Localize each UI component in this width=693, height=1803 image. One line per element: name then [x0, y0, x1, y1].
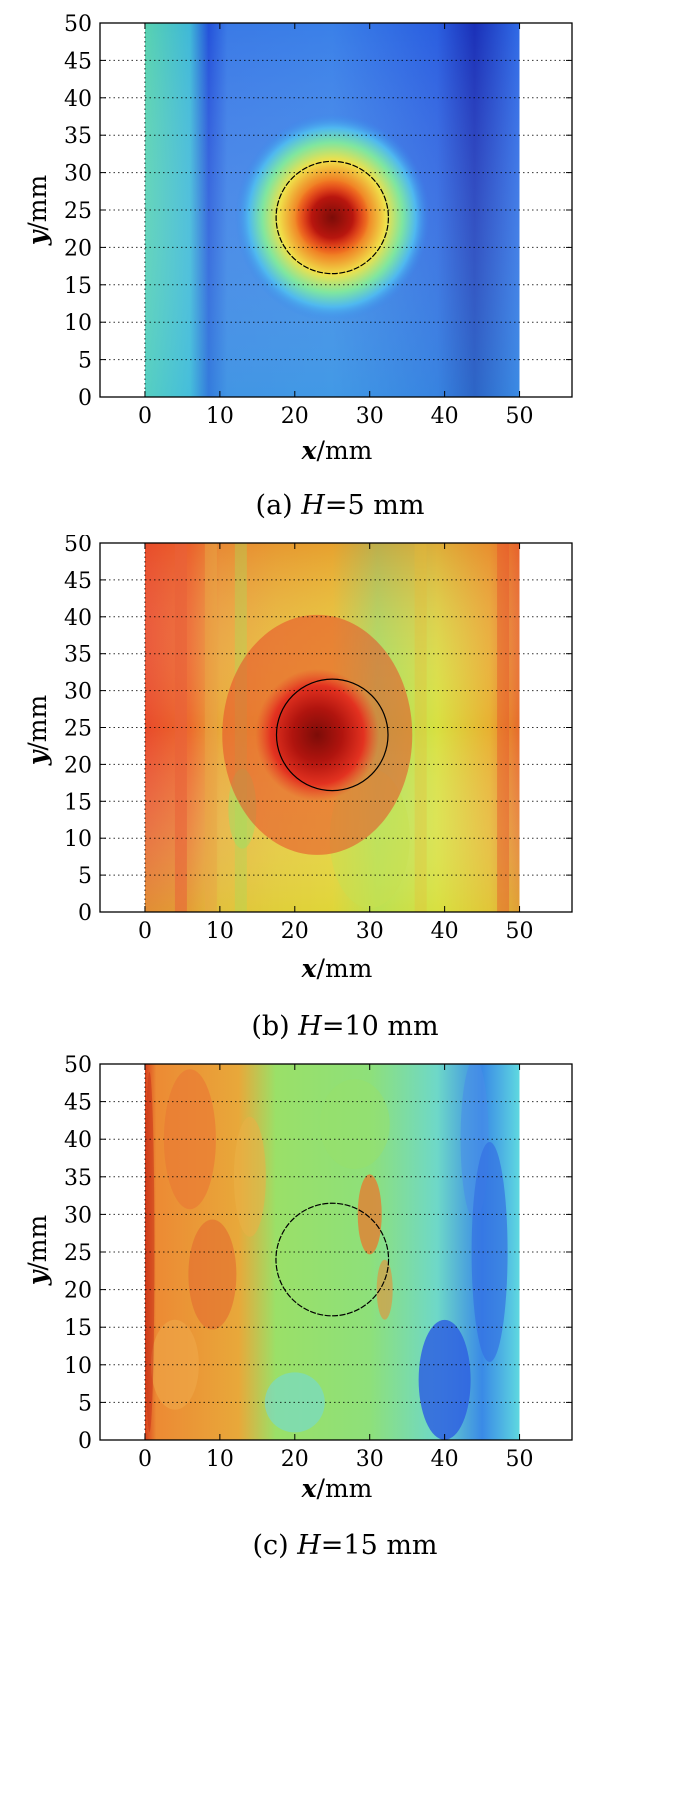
y-tick-label: 20 [64, 753, 92, 778]
heat-patch [418, 1319, 471, 1440]
x-tick-label: 0 [138, 919, 152, 944]
heat-patch [471, 1142, 508, 1362]
y-tick-label: 40 [64, 87, 92, 112]
heat-field-c [144, 1064, 520, 1440]
y-tick-label: 40 [64, 606, 92, 631]
y-axis-label-b: y/mm [23, 695, 52, 767]
heat-field-b [144, 543, 520, 912]
y-tick-label: 30 [64, 680, 92, 705]
x-tick-label: 0 [138, 1447, 152, 1472]
x-tick-label: 10 [206, 919, 234, 944]
y-tick-label: 25 [64, 717, 92, 742]
y-tick-label: 45 [64, 1091, 92, 1116]
heatmap-chart-a: 0 5 10 15 20 25 30 35 40 45 50 0 10 20 30 40 50 x/mm y/m… [23, 12, 573, 521]
y-tick-label: 50 [64, 1055, 92, 1078]
y-tick-label: 10 [64, 1354, 92, 1379]
x-tick-label: 10 [206, 1447, 234, 1472]
y-tick-label: 35 [64, 124, 92, 149]
heat-field-a [144, 23, 520, 397]
defect-circle-c [275, 1202, 390, 1317]
panel-a: 0 5 10 15 20 25 30 35 40 45 50 0 10 20 30 40 50 x/mm y/m… [0, 0, 693, 575]
x-axis-label-c: x/mm [301, 1474, 373, 1503]
y-tick-label: 5 [78, 864, 92, 889]
x-tick-label: 50 [506, 404, 534, 429]
y-tick-label: 30 [64, 1203, 92, 1228]
caption-b: (b) H=10 mm [251, 1011, 438, 1042]
heatmap-chart-b: 0 5 10 15 20 25 30 35 40 45 50 0 10 20 30 40 50 x/mm y/m… [23, 532, 573, 1042]
y-tick-label: 5 [78, 349, 92, 374]
x-tick-label: 30 [356, 919, 384, 944]
x-tick-label: 20 [281, 919, 309, 944]
x-axis-label-a: x/mm [301, 436, 373, 465]
x-tick-label: 0 [138, 404, 152, 429]
y-tick-label: 0 [78, 1429, 92, 1454]
x-tick-label: 20 [281, 1447, 309, 1472]
grid-a [100, 23, 572, 397]
panel-c: 0 5 10 15 20 25 30 35 40 45 50 0 10 20 30 40 50 x/mm y/m… [0, 1053, 693, 1799]
y-axis-label-c: y/mm [23, 1215, 52, 1287]
y-tick-label: 35 [64, 1166, 92, 1191]
y-tick-label: 15 [64, 1316, 92, 1341]
y-tick-label: 45 [64, 49, 92, 74]
x-tick-label: 50 [506, 919, 534, 944]
defect-circle-a [275, 160, 389, 275]
x-tick-label: 30 [356, 404, 384, 429]
grid-b [100, 543, 572, 912]
ticks-c: 0 5 10 15 20 25 30 35 40 45 50 0 10 20 30 40 50 [64, 1053, 572, 1472]
y-axis-label-a: y/mm [23, 175, 52, 247]
y-tick-label: 10 [64, 311, 92, 336]
heat-streak [174, 543, 187, 912]
y-tick-label: 5 [78, 1391, 92, 1416]
x-tick-label: 40 [431, 404, 459, 429]
x-tick-label: 20 [281, 404, 309, 429]
x-tick-label: 40 [431, 919, 459, 944]
x-tick-label: 10 [206, 404, 234, 429]
caption-a: (a) H=5 mm [256, 490, 425, 521]
caption-c: (c) H=15 mm [252, 1530, 437, 1561]
heat-patch [163, 1069, 216, 1210]
y-tick-label: 15 [64, 274, 92, 299]
y-tick-label: 45 [64, 569, 92, 594]
y-tick-label: 25 [64, 199, 92, 224]
y-tick-label: 0 [78, 386, 92, 411]
y-tick-label: 0 [78, 901, 92, 926]
heatmap-chart-c: 0 5 10 15 20 25 30 35 40 45 50 0 10 20 30 40 50 x/mm y/m… [23, 1053, 573, 1561]
y-tick-label: 40 [64, 1128, 92, 1153]
hotspot-core [255, 668, 380, 801]
x-axis-label-b: x/mm [301, 954, 373, 983]
heat-patch [357, 1174, 382, 1255]
y-tick-label: 50 [64, 535, 92, 557]
x-tick-label: 30 [356, 1447, 384, 1472]
y-tick-label: 50 [64, 12, 92, 37]
hotspot-core [294, 180, 370, 255]
heat-patch [319, 1079, 390, 1170]
y-tick-label: 25 [64, 1241, 92, 1266]
heat-patch [150, 1319, 199, 1410]
x-tick-label: 40 [431, 1447, 459, 1472]
y-tick-label: 20 [64, 236, 92, 261]
ticks-a: 0 5 10 15 20 25 30 35 40 45 50 0 10 20 30 40 50 [64, 12, 572, 429]
y-tick-label: 30 [64, 162, 92, 187]
heat-streak [497, 543, 510, 912]
x-tick-label: 50 [506, 1447, 534, 1472]
y-tick-label: 15 [64, 790, 92, 815]
panel-b: 0 5 10 15 20 25 30 35 40 45 50 0 10 20 30 40 50 x/mm y/m… [0, 532, 693, 1095]
defect-circle-b [275, 678, 389, 792]
heat-streak [204, 543, 217, 912]
y-tick-label: 10 [64, 827, 92, 852]
heat-patch [188, 1219, 237, 1330]
y-tick-label: 35 [64, 643, 92, 668]
ticks-b: 0 5 10 15 20 25 30 35 40 45 50 0 10 20 30 40 50 [64, 532, 572, 944]
y-tick-label: 20 [64, 1279, 92, 1304]
